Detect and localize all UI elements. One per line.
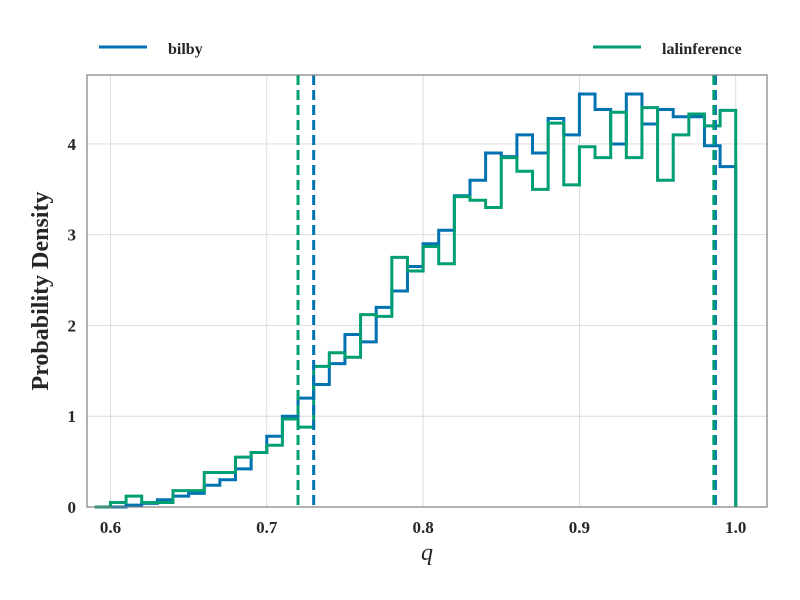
y-tick-label: 0: [68, 498, 77, 517]
legend-label-bilby: bilby: [168, 41, 203, 58]
x-tick-label: 0.8: [412, 518, 433, 537]
x-tick-label: 0.9: [569, 518, 590, 537]
y-axis-label: Probability Density: [28, 192, 54, 391]
y-tick-label: 2: [68, 316, 77, 335]
y-tick-label: 3: [68, 226, 77, 245]
credible-interval-layer: [296, 75, 717, 507]
legend: bilby lalinference: [99, 41, 742, 58]
histogram-lalinference: [94, 106, 738, 509]
x-tick-label: 0.6: [100, 518, 121, 537]
x-ticks: 0.6 0.7 0.8 0.9 1.0: [100, 518, 747, 537]
y-tick-label: 1: [68, 407, 77, 426]
x-axis-label: q: [421, 540, 433, 566]
x-tick-label: 1.0: [725, 518, 746, 537]
legend-label-lalinference: lalinference: [662, 41, 742, 58]
plot-frame: [86, 74, 768, 508]
y-ticks: 0 1 2 3 4: [68, 135, 77, 517]
y-tick-label: 4: [68, 135, 77, 154]
series-layer: [94, 92, 738, 509]
x-tick-label: 0.7: [256, 518, 278, 537]
